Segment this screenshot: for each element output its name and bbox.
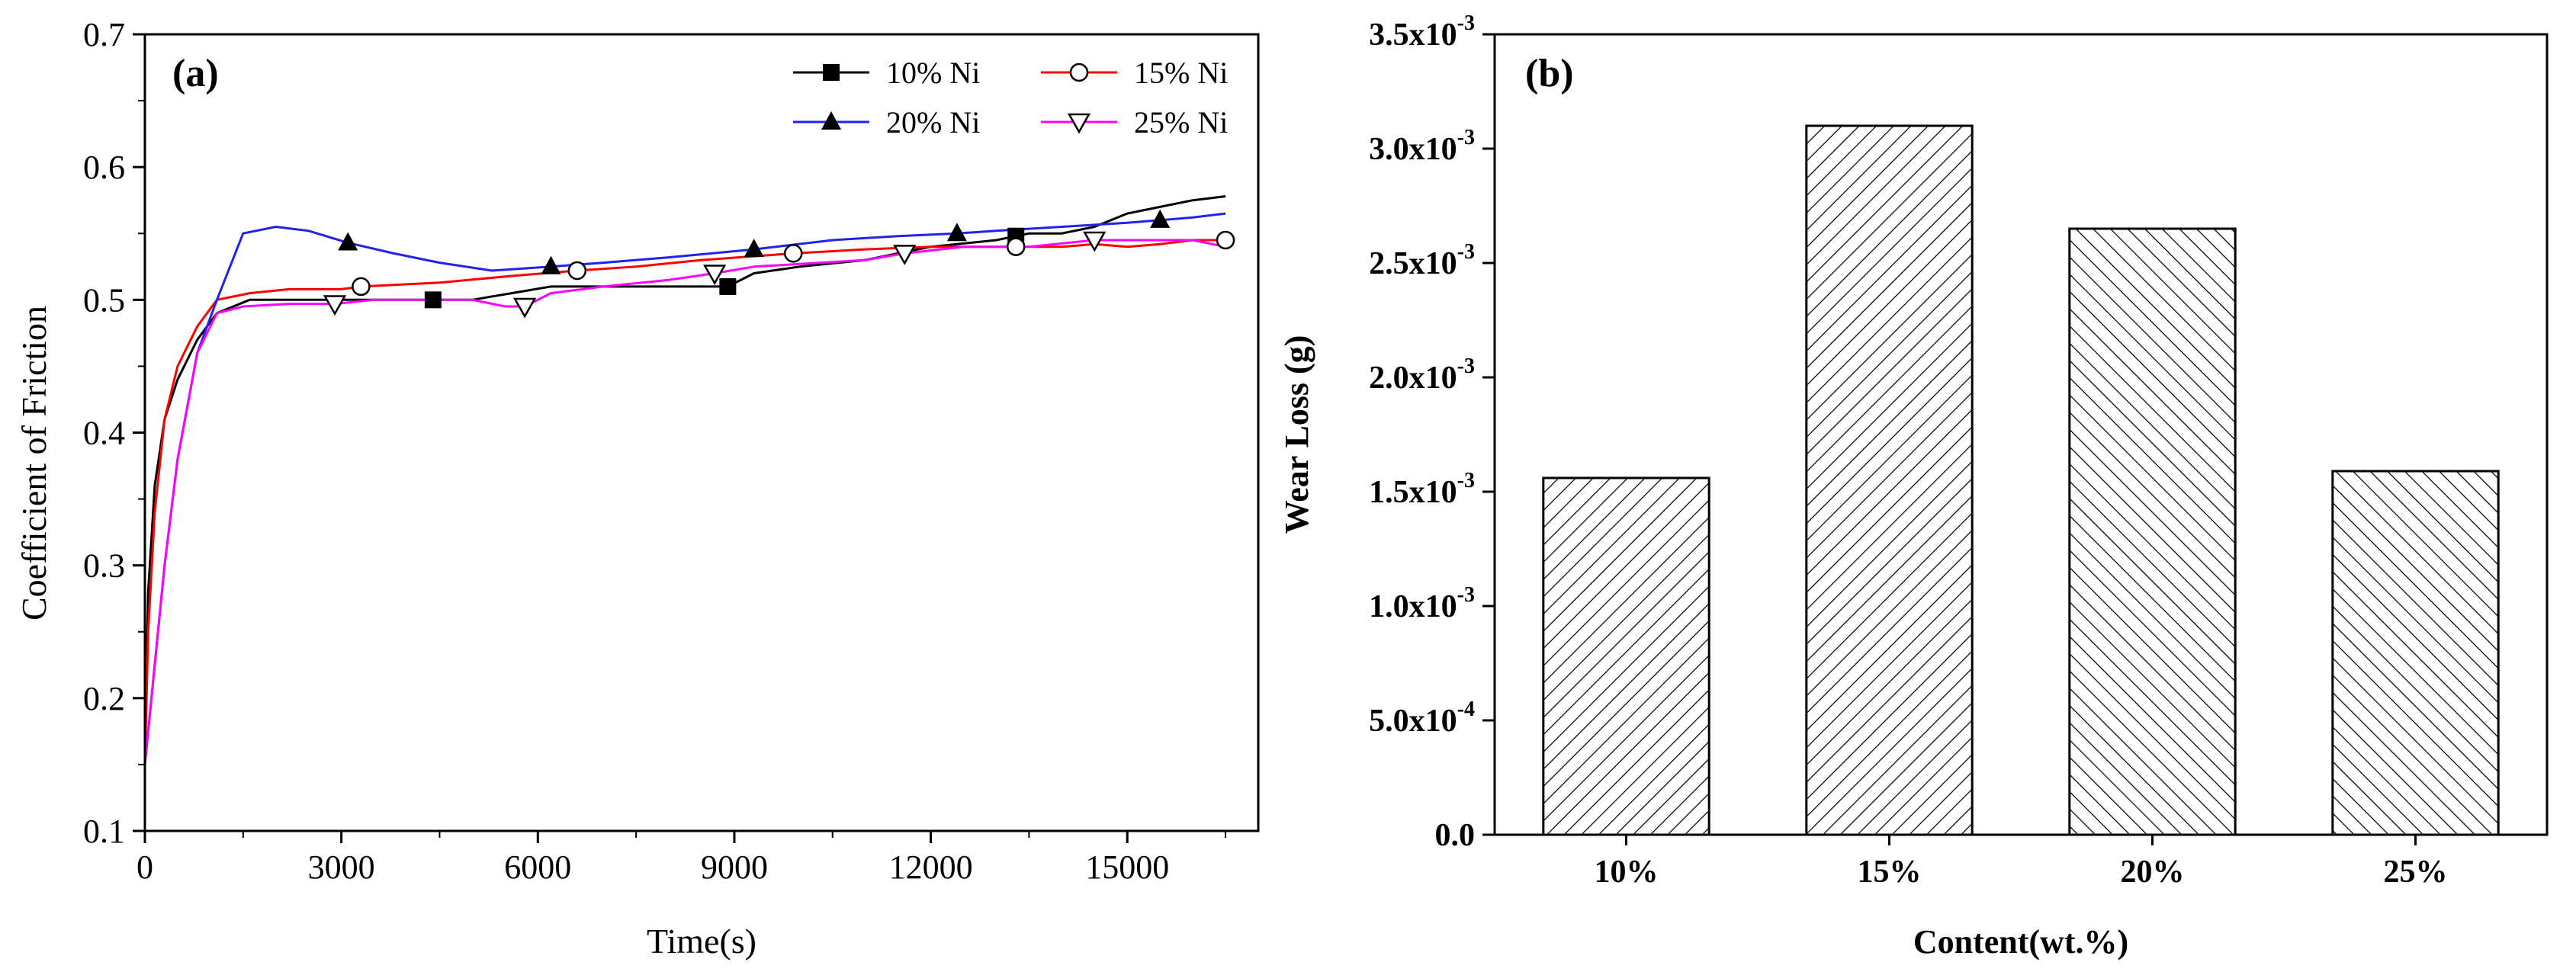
y-tick-label: 1.5x10-3 [1369, 469, 1475, 510]
y-tick-label: 1.0x10-3 [1369, 583, 1475, 624]
y-tick-exponent: -3 [1457, 240, 1475, 264]
friction-legend: 10% Ni 15% Ni 20% Ni 25% Ni [793, 56, 1228, 140]
y-tick-label: 2.5x10-3 [1369, 240, 1475, 281]
bar-1 [1542, 476, 1710, 836]
legend-label-3: 20% Ni [886, 105, 980, 140]
y-tick-label: 5.0x10-4 [1369, 698, 1475, 739]
wear-loss-y-axis-label: Wear Loss (g) [1278, 335, 1315, 534]
bar-3 [2068, 227, 2237, 836]
series-3-marker-1 [338, 232, 358, 251]
legend-marker-3 [821, 111, 841, 130]
wear-loss-x-ticks: 10% 15% 20% 25% [1595, 835, 2448, 890]
x-tick-label: 20% [2121, 855, 2185, 890]
x-tick-label: 15000 [1085, 848, 1169, 886]
y-tick-label: 0.1 [83, 813, 125, 850]
friction-x-ticks: 0 3000 6000 9000 12000 15000 [137, 831, 1227, 886]
series-line-1 [143, 195, 1226, 752]
friction-chart: 0 3000 6000 9000 12000 15000 0.10.20.30.40.50… [14, 16, 1260, 961]
series-line-2 [143, 239, 1226, 765]
series-3-marker-3 [744, 239, 764, 258]
y-tick-label: 3.5x10-3 [1369, 11, 1475, 53]
wear-loss-plot-frame [1493, 33, 2549, 836]
legend-marker-1 [823, 64, 840, 81]
y-tick-label: 0.7 [83, 16, 125, 53]
legend-label-4: 25% Ni [1134, 105, 1228, 140]
series-1-marker-2 [719, 277, 737, 295]
x-tick-label: 15% [1858, 855, 1922, 890]
x-tick-label: 0 [137, 848, 153, 886]
wear-loss-chart: 10% 15% 20% 25% 0.0 5.0x10-4 1.0x10-3 1.5x10-3… [1278, 11, 2549, 961]
series-1-marker-1 [424, 291, 442, 309]
series-2-marker-1 [352, 277, 371, 297]
friction-series-group [143, 195, 1226, 765]
bar-2 [1805, 124, 1974, 836]
legend-marker-4 [1067, 113, 1091, 134]
legend-marker-2 [1069, 63, 1089, 82]
series-4-marker-2 [512, 297, 537, 319]
x-tick-label: 10% [1595, 855, 1659, 890]
series-2-marker-3 [783, 244, 803, 263]
friction-x-axis-label: Time(s) [647, 922, 756, 961]
y-tick-exponent: -4 [1457, 698, 1475, 721]
friction-plot-frame [143, 33, 1260, 832]
panel-label-a: (a) [172, 52, 219, 95]
series-2-marker-5 [1216, 230, 1235, 250]
wear-loss-x-axis-label: Content(wt.%) [1913, 923, 2128, 961]
y-tick-label: 0.3 [83, 547, 125, 585]
y-tick-exponent: -3 [1457, 126, 1475, 149]
friction-y-axis-label: Coefficient of Friction [14, 306, 53, 621]
series-line-3 [143, 212, 1226, 765]
bar-4 [2331, 470, 2500, 836]
series-3-marker-2 [541, 255, 561, 274]
wear-loss-bars-group [1542, 124, 2500, 836]
series-4-marker-3 [703, 265, 727, 286]
series-3-marker-4 [946, 223, 967, 242]
y-tick-label: 0.2 [83, 680, 125, 717]
x-tick-label: 3000 [308, 848, 375, 886]
y-tick-label: 0.6 [83, 149, 125, 186]
y-tick-exponent: -3 [1457, 354, 1475, 378]
y-tick-label: 0.5 [83, 281, 125, 319]
y-tick-label: 0.0 [1435, 818, 1476, 853]
series-line-4 [143, 239, 1226, 765]
series-2-marker-4 [1006, 237, 1026, 256]
legend-label-1: 10% Ni [886, 56, 980, 90]
x-tick-label: 6000 [504, 848, 571, 886]
y-tick-label: 2.0x10-3 [1369, 354, 1475, 396]
y-tick-label: 3.0x10-3 [1369, 126, 1475, 167]
y-tick-exponent: -3 [1457, 11, 1475, 35]
x-tick-label: 25% [2384, 855, 2448, 890]
friction-markers-group [323, 209, 1235, 319]
y-tick-exponent: -3 [1457, 469, 1475, 492]
series-4-marker-4 [893, 245, 917, 265]
legend-label-2: 15% Ni [1134, 56, 1228, 90]
x-tick-label: 9000 [701, 848, 768, 886]
series-4-marker-1 [323, 295, 347, 316]
panel-label-b: (b) [1525, 52, 1574, 95]
y-tick-label: 0.4 [83, 415, 125, 452]
x-tick-label: 12000 [889, 848, 973, 886]
friction-y-ticks: 0.1 0.2 0.3 0.4 0.5 0.6 0.7 [83, 16, 145, 850]
series-2-marker-2 [567, 261, 587, 281]
series-3-marker-5 [1150, 209, 1171, 228]
wear-loss-y-ticks: 0.0 5.0x10-4 1.0x10-3 1.5x10-3 2.0x10-3 2.5x1… [1369, 11, 1495, 853]
series-4-marker-5 [1083, 231, 1107, 252]
y-tick-exponent: -3 [1457, 583, 1475, 607]
